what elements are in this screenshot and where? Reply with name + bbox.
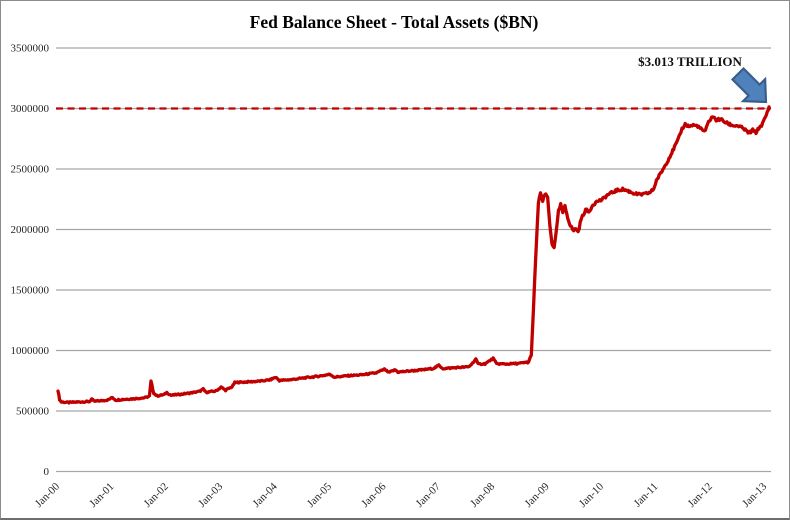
x-tick-label: Jan-04 <box>250 480 280 510</box>
annotation-arrow-icon <box>730 66 768 104</box>
y-tick-label: 500000 <box>16 406 50 418</box>
x-tick-label: Jan-06 <box>359 480 389 510</box>
annotation-label: $3.013 TRILLION <box>638 54 742 69</box>
y-tick-label: 2500000 <box>11 164 50 176</box>
chart-title: Fed Balance Sheet - Total Assets ($BN) <box>250 12 539 32</box>
series-line <box>56 105 771 405</box>
x-tick-label: Jan-05 <box>305 480 335 510</box>
x-tick-label: Jan-08 <box>468 480 498 510</box>
y-tick-label: 3500000 <box>11 43 50 55</box>
x-tick-label: Jan-00 <box>33 480 63 510</box>
x-axis-labels: Jan-00 Jan-01 Jan-02 Jan-03 Jan-04 Jan-05 Jan-… <box>33 480 770 510</box>
y-tick-label: 0 <box>44 466 50 478</box>
y-tick-label: 3000000 <box>11 103 50 115</box>
x-tick-label: Jan-10 <box>577 480 607 510</box>
x-tick-label: Jan-09 <box>522 480 552 510</box>
x-tick-label: Jan-07 <box>414 480 444 510</box>
y-axis-labels: 0 500000 1000000 1500000 2000000 2500000 30000… <box>11 43 50 479</box>
x-tick-label: Jan-01 <box>87 481 116 510</box>
gridlines <box>56 47 771 473</box>
x-tick-label: Jan-02 <box>142 481 171 510</box>
x-tick-label: Jan-13 <box>740 480 770 510</box>
x-tick-label: Jan-12 <box>686 481 715 510</box>
x-tick-label: Jan-03 <box>196 480 226 510</box>
x-tick-label: Jan-11 <box>632 481 661 510</box>
y-tick-label: 1000000 <box>11 345 50 357</box>
y-tick-label: 1500000 <box>11 285 50 297</box>
y-tick-label: 2000000 <box>11 224 50 236</box>
